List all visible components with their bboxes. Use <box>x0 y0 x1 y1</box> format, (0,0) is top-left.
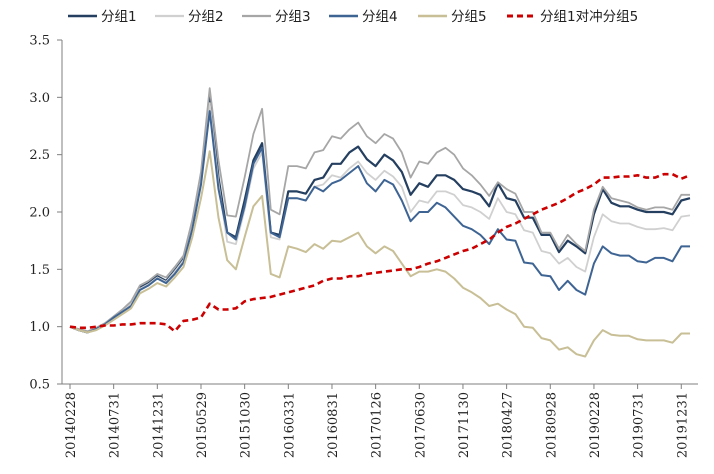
x-tick-label: 20191231 <box>675 392 690 458</box>
series-line-6 <box>69 172 691 333</box>
series-line-2 <box>69 102 691 333</box>
x-tick-label: 20180928 <box>544 392 559 458</box>
x-tick-label: 20150529 <box>195 392 210 458</box>
x-tick-label: 20190731 <box>632 392 647 458</box>
x-tick-label: 20141231 <box>151 392 166 458</box>
x-tick-label: 20140228 <box>64 392 79 458</box>
legend-label-5: 分组5 <box>451 9 487 25</box>
series-line-1 <box>69 96 691 334</box>
chart-legend: 分组1 分组2 分组3 分组4 分组5 分组1对冲分组5 <box>68 9 638 25</box>
legend-label-2: 分组2 <box>188 9 224 25</box>
y-tick-label: 1.5 <box>29 263 50 278</box>
y-tick-label: 1.0 <box>29 320 50 335</box>
x-tick-label: 20170126 <box>370 392 385 458</box>
x-axis: 20140228 20140731 20141231 20150529 20151030… <box>62 383 698 458</box>
x-tick-label: 20190228 <box>588 392 603 458</box>
series-layer <box>69 87 691 358</box>
y-tick-label: 3.5 <box>29 34 50 49</box>
y-axis: 0.5 1.0 1.5 2.0 2.5 3.0 3.5 <box>29 34 63 393</box>
y-tick-label: 2.5 <box>29 148 50 163</box>
x-tick-label: 20140731 <box>108 392 123 458</box>
y-tick-label: 3.0 <box>29 91 50 106</box>
legend-label-6: 分组1对冲分组5 <box>540 9 638 25</box>
y-tick-label: 2.0 <box>29 206 50 221</box>
x-tick-label: 20160831 <box>326 392 341 458</box>
x-tick-label: 20151030 <box>239 392 254 458</box>
y-tick-label: 0.5 <box>29 378 50 393</box>
series-line-5 <box>69 150 690 358</box>
x-tick-label: 20180427 <box>501 392 516 458</box>
x-tick-label: 20171130 <box>457 392 472 458</box>
x-tick-label: 20160331 <box>282 392 297 458</box>
x-tick-label: 20170630 <box>413 392 428 458</box>
series-line-3 <box>69 87 690 333</box>
legend-label-4: 分组4 <box>362 9 398 25</box>
legend-label-1: 分组1 <box>101 9 137 25</box>
series-line-4 <box>69 110 690 334</box>
legend-label-3: 分组3 <box>275 9 311 25</box>
